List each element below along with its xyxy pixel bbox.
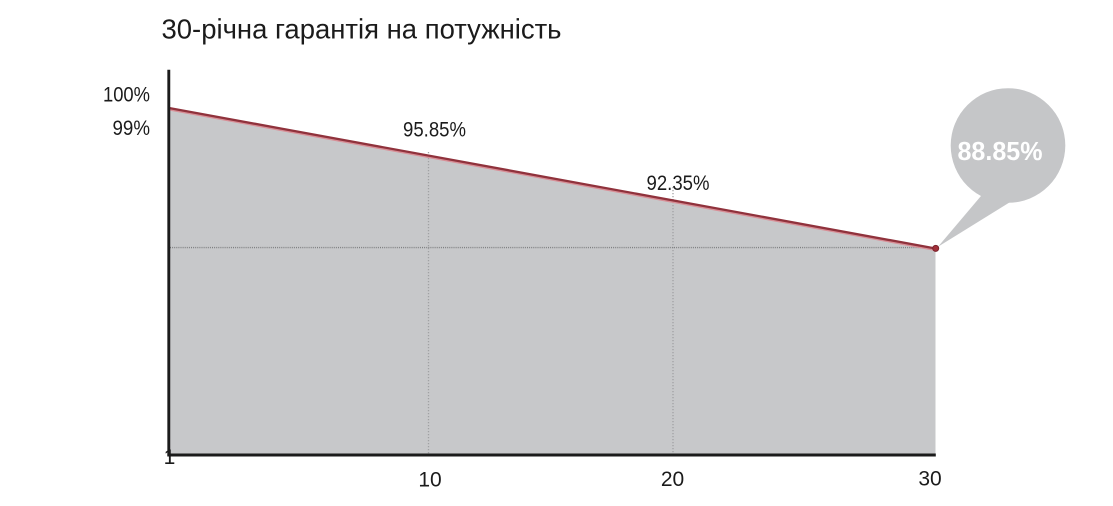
svg-text:10: 10 xyxy=(418,469,441,492)
svg-text:30-річна гарантія на потужніст: 30-річна гарантія на потужність xyxy=(162,13,562,44)
svg-text:92.35%: 92.35% xyxy=(647,172,710,195)
svg-text:95.85%: 95.85% xyxy=(403,118,466,141)
svg-text:88.85%: 88.85% xyxy=(958,136,1043,166)
svg-text:20: 20 xyxy=(661,468,684,491)
svg-text:100%: 100% xyxy=(103,83,150,106)
svg-text:1: 1 xyxy=(164,446,176,469)
svg-text:99%: 99% xyxy=(113,117,151,140)
svg-text:30: 30 xyxy=(918,468,941,491)
